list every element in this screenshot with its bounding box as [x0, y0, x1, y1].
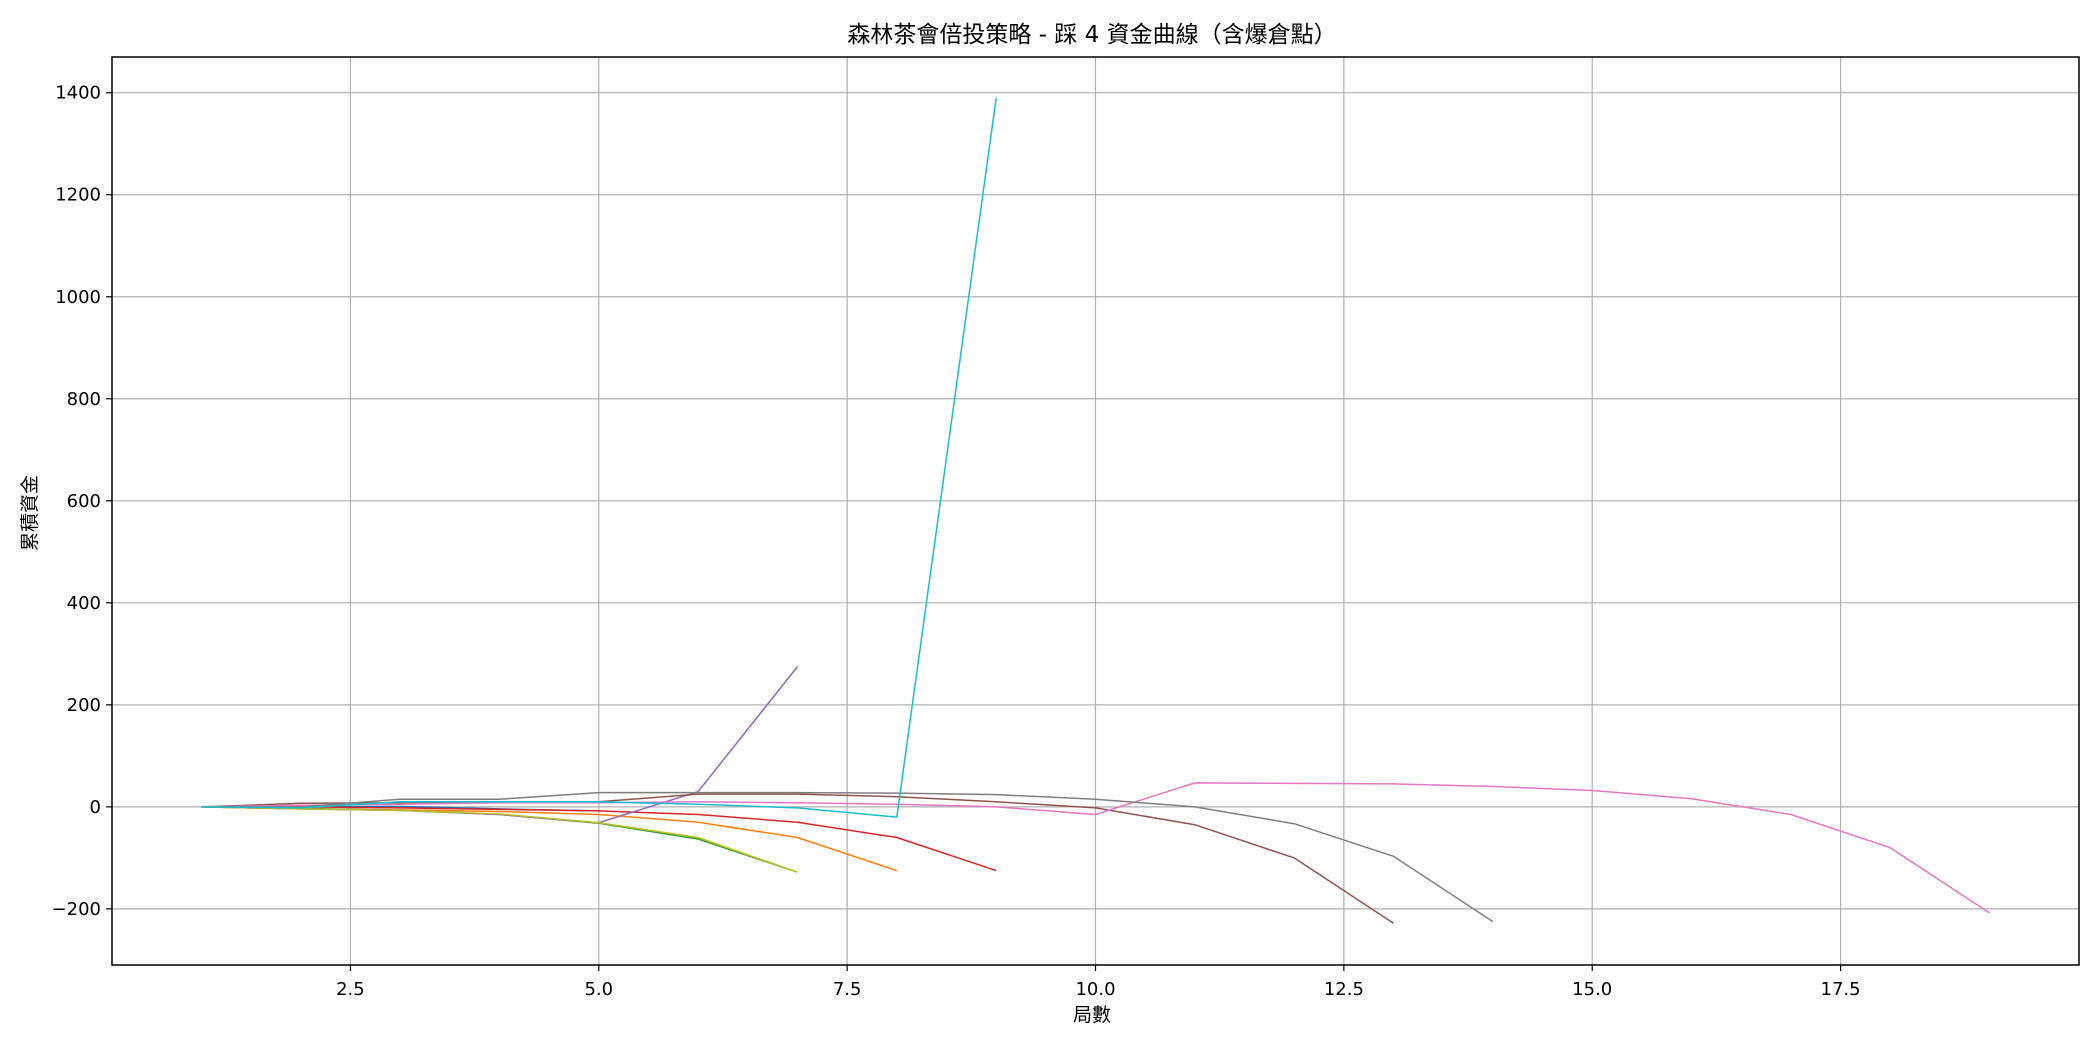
- y-tick-label: 200: [67, 695, 101, 716]
- x-tick-label: 15.0: [1572, 979, 1612, 1000]
- y-tick-label: 400: [67, 593, 101, 614]
- chart-title: 森林茶會倍投策略 - 踩 4 資金曲線（含爆倉點）: [847, 22, 1336, 48]
- series-line-10: [201, 97, 997, 818]
- y-tick-label: −200: [52, 899, 101, 920]
- series-line-2: [201, 806, 898, 872]
- y-axis-ticks: −200 0 200 400 600 800 1000 1200 1400: [52, 83, 112, 920]
- series-line-9: [201, 806, 798, 873]
- y-tick-label: 1000: [55, 287, 101, 308]
- y-tick-label: 1400: [55, 83, 101, 104]
- grid: [112, 57, 2079, 965]
- x-tick-label: 17.5: [1821, 979, 1861, 1000]
- y-axis-label: 累積資金: [19, 475, 41, 551]
- series-line-6: [201, 793, 1394, 924]
- series-line-7: [201, 782, 1991, 914]
- x-tick-label: 12.5: [1324, 979, 1364, 1000]
- x-axis-label: 局數: [1073, 1004, 1111, 1026]
- series-line-8: [201, 791, 1494, 923]
- y-tick-label: 800: [67, 389, 101, 410]
- y-tick-label: 0: [90, 797, 101, 818]
- x-axis-ticks: 2.5 5.0 7.5 10.0 12.5 15.0 17.5: [336, 965, 1861, 1000]
- x-tick-label: 10.0: [1075, 979, 1115, 1000]
- series-group: [201, 97, 1991, 924]
- x-tick-label: 2.5: [336, 979, 365, 1000]
- y-tick-label: 1200: [55, 185, 101, 206]
- series-line-3: [201, 806, 798, 873]
- series-line-4: [201, 806, 997, 872]
- y-tick-label: 600: [67, 491, 101, 512]
- x-tick-label: 5.0: [584, 979, 613, 1000]
- x-tick-label: 7.5: [833, 979, 862, 1000]
